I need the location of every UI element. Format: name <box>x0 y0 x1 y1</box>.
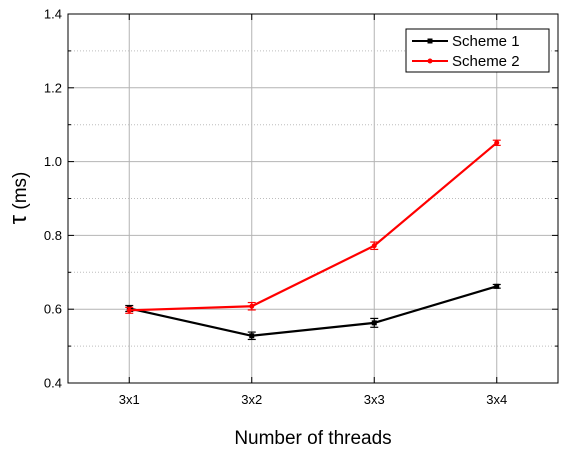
y-tick-label: 1.4 <box>44 7 62 22</box>
legend: Scheme 1 Scheme 2 <box>405 28 550 73</box>
y-tick-label: 0.8 <box>44 228 62 243</box>
data-point <box>249 303 255 309</box>
data-point <box>494 283 500 289</box>
data-point <box>249 333 255 339</box>
legend-marker-scheme-2 <box>427 58 433 64</box>
grid-lines <box>68 14 558 383</box>
x-axis-title: Number of threads <box>234 428 391 449</box>
data-point <box>371 243 377 249</box>
y-tick-label: 1.0 <box>44 154 62 169</box>
legend-marker-scheme-1 <box>427 38 433 44</box>
series-line <box>129 285 498 337</box>
legend-label-scheme-1: Scheme 1 <box>452 33 520 50</box>
data-point <box>126 307 132 313</box>
plot-frame <box>67 13 559 384</box>
x-tick-label: 3x4 <box>486 392 507 407</box>
y-axis-unit: (ms) <box>10 172 31 210</box>
series-2 <box>125 139 501 314</box>
data-point <box>494 140 500 146</box>
axis-ticks: 0.4 0.6 0.8 1.0 1.2 1.4 3x1 3x2 3x3 3x4 <box>44 7 558 407</box>
x-tick-label: 3x1 <box>119 392 140 407</box>
x-tick-label: 3x2 <box>241 392 262 407</box>
series-layer <box>125 139 501 341</box>
y-tick-label: 0.4 <box>44 376 62 391</box>
legend-label-scheme-2: Scheme 2 <box>452 53 520 70</box>
y-tick-label: 1.2 <box>44 80 62 95</box>
y-axis-title: τ (ms) <box>5 172 32 225</box>
y-tick-label: 0.6 <box>44 302 62 317</box>
legend-box <box>405 28 550 73</box>
series-line <box>129 141 498 312</box>
data-point <box>371 320 377 326</box>
x-tick-label: 3x3 <box>364 392 385 407</box>
y-axis-symbol: τ <box>5 214 32 224</box>
